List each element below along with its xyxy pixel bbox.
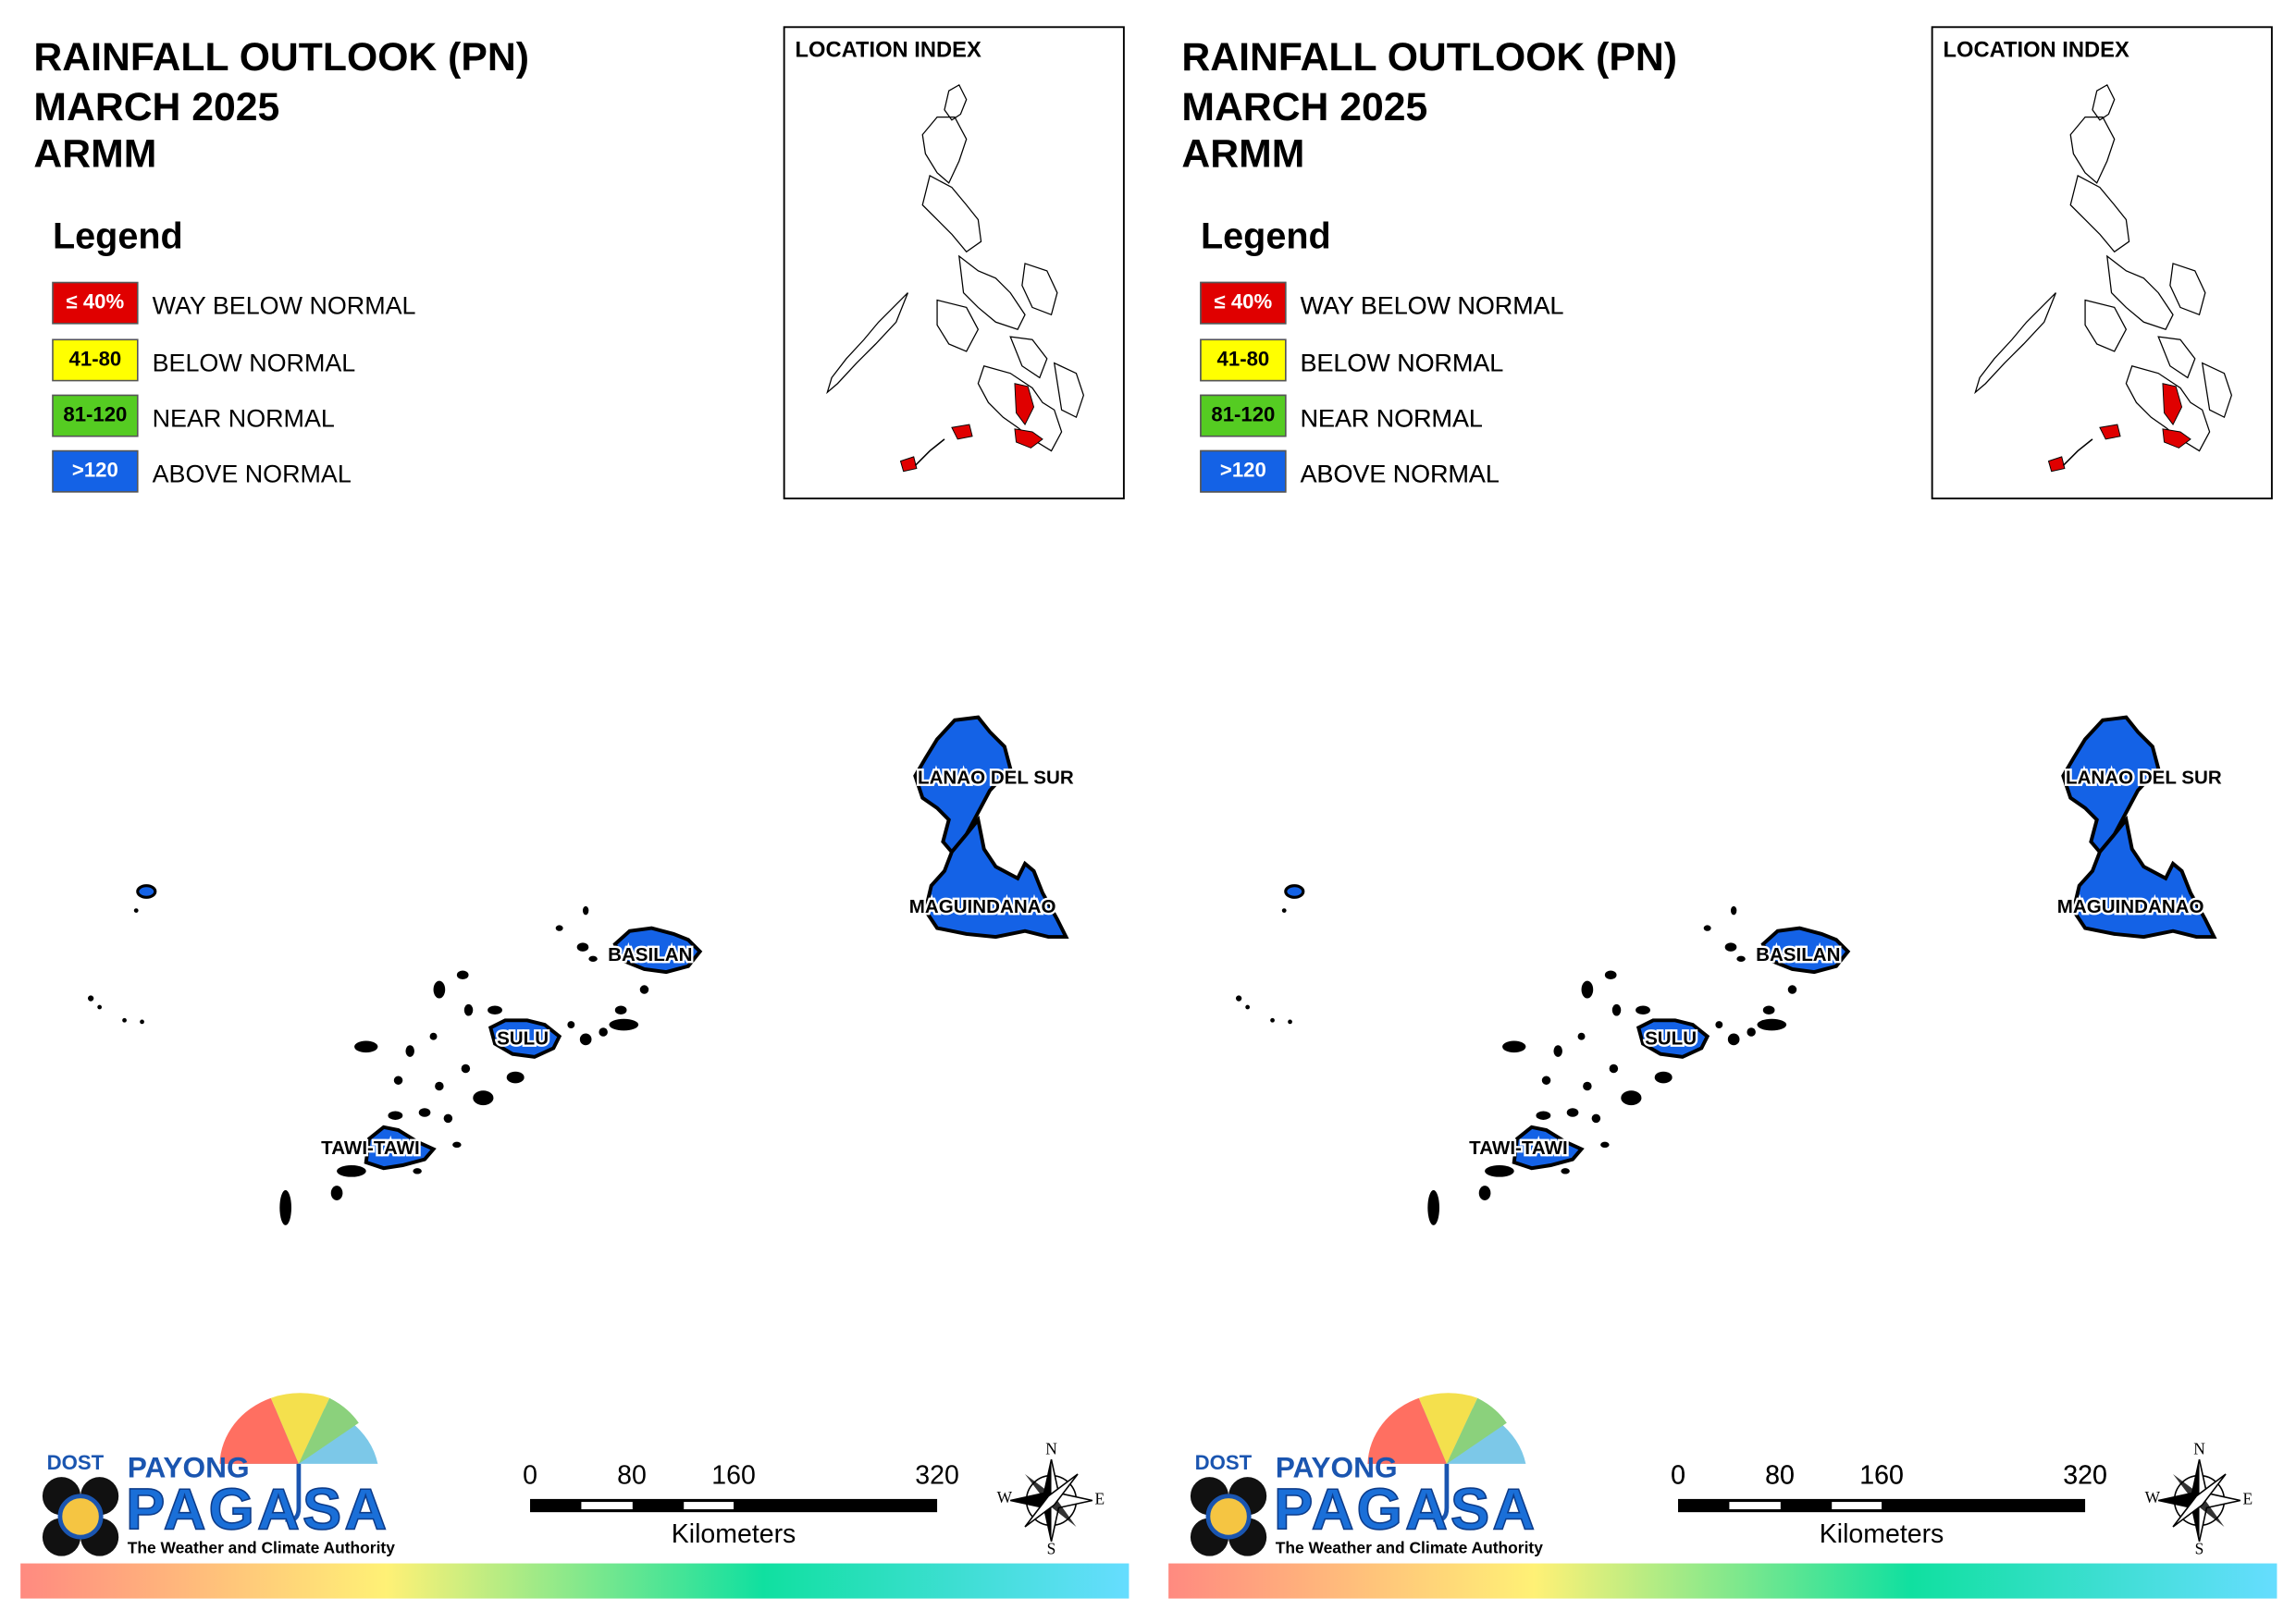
legend-swatch — [1200, 449, 1287, 493]
north-arrow: N E S W — [997, 1440, 1105, 1558]
legend-swatch — [52, 449, 139, 493]
compass-label: S — [1047, 1539, 1056, 1557]
legend-swatch-label: >120 — [1220, 459, 1266, 482]
province-label: MAGUINDANAO — [2057, 896, 2204, 917]
map-region: ARMM — [33, 132, 156, 177]
scale-tick-label: 80 — [1765, 1461, 1795, 1491]
footer-band — [20, 1563, 1129, 1599]
scale-tick-label: 160 — [1859, 1461, 1904, 1491]
legend-label: WAY BELOW NORMAL — [1301, 292, 1564, 320]
legend-swatch — [1200, 281, 1287, 325]
scale-bar: 0 80 160 320 Kilometers — [523, 1461, 959, 1549]
legend-swatch-label: 41-80 — [69, 347, 122, 370]
scale-tick-label: 320 — [915, 1461, 959, 1491]
logo: DOST PAYONG PAGASA The Weather and Clima… — [1190, 1393, 1543, 1556]
legend-swatch-label: 41-80 — [1217, 347, 1270, 370]
map-region: ARMM — [1181, 132, 1304, 177]
logo-tagline: The Weather and Climate Authority — [128, 1538, 395, 1556]
scale-tick-label: 320 — [2063, 1461, 2107, 1491]
compass-label: N — [1045, 1440, 1057, 1458]
scale-tick-label: 80 — [617, 1461, 647, 1491]
scale-tick-label: 160 — [711, 1461, 756, 1491]
logo-payong: PAYONG — [1276, 1451, 1398, 1484]
compass-label: E — [1094, 1489, 1105, 1507]
legend-swatch — [1200, 394, 1287, 437]
compass-label: N — [2193, 1440, 2205, 1458]
logo-tagline: The Weather and Climate Authority — [1276, 1538, 1543, 1556]
province-label: SULU — [497, 1027, 549, 1049]
logo-dost: DOST — [47, 1451, 105, 1474]
map-title: RAINFALL OUTLOOK (PN) — [33, 35, 529, 80]
scale-tick-label: 0 — [523, 1461, 537, 1491]
legend-swatch-label: 81-120 — [1211, 402, 1275, 425]
province-label: MAGUINDANAO — [909, 896, 1056, 917]
province-label: BASILAN — [608, 944, 692, 965]
map-panel: RAINFALL OUTLOOK (PN) MARCH 2025 ARMM Le… — [1168, 26, 2277, 1599]
logo-pagasa: PAGASA — [126, 1477, 389, 1542]
province-label: LANAO DEL SUR — [918, 768, 1074, 789]
scale-tick-label: 0 — [1671, 1461, 1685, 1491]
location-index-title: LOCATION INDEX — [796, 39, 981, 63]
location-index-title: LOCATION INDEX — [1944, 39, 2129, 63]
legend: ≤ 40% WAY BELOW NORMAL 41-80 BELOW NORMAL 81… — [1200, 281, 1564, 493]
legend-label: BELOW NORMAL — [153, 349, 356, 376]
scale-tick-label: 80 — [1765, 1461, 1795, 1491]
footer-band — [1168, 1563, 2277, 1599]
legend-swatch-label: ≤ 40% — [67, 290, 125, 314]
legend-label: NEAR NORMAL — [1301, 404, 1483, 432]
logo-dost: DOST — [1195, 1451, 1253, 1474]
map-panel: RAINFALL OUTLOOK (PN) MARCH 2025 ARMM Le… — [20, 26, 1129, 1599]
legend-label: ABOVE NORMAL — [1301, 461, 1500, 488]
scale-tick-label: 320 — [2063, 1461, 2107, 1491]
compass-label: S — [2195, 1539, 2204, 1557]
province-label: SULU — [1645, 1027, 1697, 1049]
legend-title: Legend — [53, 215, 183, 256]
province-label: TAWI-TAWI — [1469, 1137, 1568, 1159]
legend-swatch — [1200, 338, 1287, 382]
scale-unit: Kilometers — [672, 1519, 796, 1549]
province-map: LANAO DEL SUR MAGUINDANAO BASILAN SULU T… — [1235, 715, 2224, 1225]
legend-swatch — [52, 394, 139, 437]
legend-label: NEAR NORMAL — [153, 404, 335, 432]
scale-tick-label: 160 — [1859, 1461, 1904, 1491]
scale-unit: Kilometers — [1820, 1519, 1944, 1549]
legend-label: NEAR NORMAL — [1301, 404, 1483, 432]
province-label: LANAO DEL SUR — [2066, 768, 2222, 789]
legend-swatch — [52, 338, 139, 382]
legend-swatch-label: 81-120 — [63, 402, 127, 425]
location-index: LOCATION INDEX — [1931, 26, 2273, 499]
logo-payong: PAYONG — [128, 1451, 250, 1484]
compass-label: W — [997, 1488, 1013, 1506]
logo: DOST PAYONG PAGASA The Weather and Clima… — [42, 1393, 395, 1556]
compass-label: W — [2145, 1488, 2161, 1506]
map-title: RAINFALL OUTLOOK (PN) — [1181, 35, 1677, 80]
legend-label: WAY BELOW NORMAL — [153, 292, 416, 320]
north-arrow: N E S W — [2145, 1440, 2253, 1558]
legend: ≤ 40% WAY BELOW NORMAL 41-80 BELOW NORMAL 81… — [52, 281, 416, 493]
province-label: TAWI-TAWI — [321, 1137, 420, 1159]
province-label: BASILAN — [1756, 944, 1840, 965]
location-index: LOCATION INDEX — [783, 26, 1125, 499]
legend-label: BELOW NORMAL — [1301, 349, 1504, 376]
legend-swatch — [52, 281, 139, 325]
legend-title: Legend — [1201, 215, 1331, 256]
logo-pagasa: PAGASA — [1274, 1477, 1537, 1542]
map-period: MARCH 2025 — [33, 85, 279, 129]
legend-swatch-label: >120 — [72, 459, 118, 482]
map-period: MARCH 2025 — [1181, 85, 1427, 129]
legend-label: ABOVE NORMAL — [153, 461, 352, 488]
scale-tick-label: 0 — [1671, 1461, 1685, 1491]
legend-swatch-label: ≤ 40% — [1215, 290, 1273, 314]
compass-label: E — [2242, 1489, 2253, 1507]
legend-label: WAY BELOW NORMAL — [1301, 292, 1564, 320]
province-map: LANAO DEL SUR MAGUINDANAO BASILAN SULU T… — [87, 715, 1076, 1225]
legend-label: ABOVE NORMAL — [1301, 461, 1500, 488]
legend-label: BELOW NORMAL — [1301, 349, 1504, 376]
